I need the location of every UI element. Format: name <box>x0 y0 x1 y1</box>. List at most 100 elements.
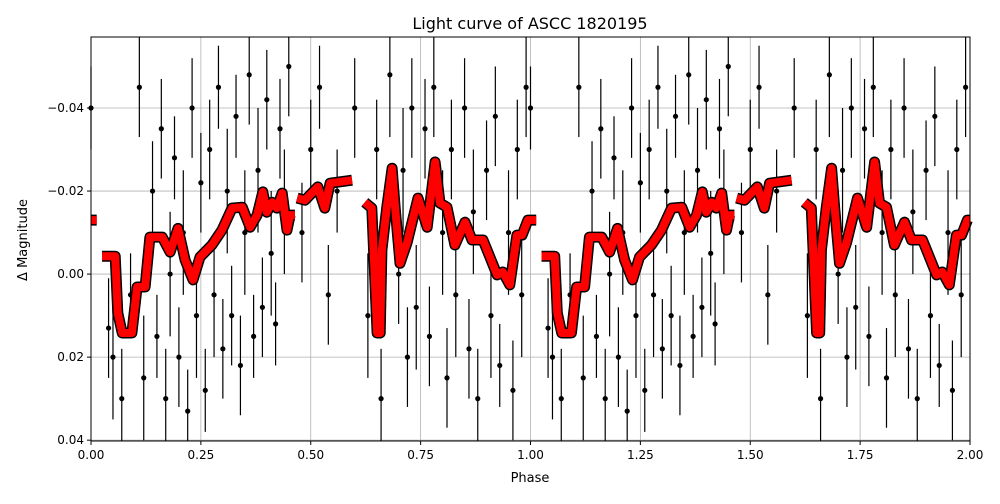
data-point <box>963 84 969 90</box>
data-point <box>659 346 665 352</box>
data-point <box>163 396 169 402</box>
data-point <box>519 292 525 298</box>
data-point <box>602 396 608 402</box>
data-point <box>475 396 481 402</box>
data-point <box>268 250 274 256</box>
data-point <box>523 84 529 90</box>
data-point <box>497 362 503 369</box>
y-axis-label: Δ Magnitude <box>16 199 31 281</box>
data-point <box>374 146 380 153</box>
data-point <box>224 188 230 194</box>
data-point <box>949 387 956 393</box>
data-point <box>817 396 824 402</box>
data-point <box>712 321 718 327</box>
data-point <box>396 271 402 277</box>
data-point <box>633 313 639 319</box>
data-point <box>277 126 283 132</box>
data-point <box>664 188 670 194</box>
binned-curve-line <box>801 158 972 337</box>
data-point <box>699 304 705 310</box>
data-point <box>246 72 252 78</box>
data-point <box>607 271 613 277</box>
data-point <box>624 408 630 414</box>
data-point <box>765 292 771 298</box>
data-point <box>650 292 657 298</box>
data-point <box>220 346 226 352</box>
data-point <box>352 105 358 111</box>
data-point <box>672 113 679 119</box>
data-point <box>431 84 437 90</box>
data-point <box>655 84 661 90</box>
data-point <box>514 146 520 153</box>
data-point <box>141 375 147 381</box>
data-point <box>193 313 200 319</box>
grid <box>90 37 971 441</box>
data-point <box>308 146 314 153</box>
data-point <box>611 155 617 161</box>
data-point <box>690 333 696 339</box>
y-tick-label: 0.04 <box>57 433 84 447</box>
data-point <box>738 229 745 236</box>
binned-curve-line <box>541 187 735 337</box>
data-point <box>844 354 850 360</box>
x-tick-label: 1.50 <box>737 448 764 462</box>
data-point <box>105 325 112 331</box>
data-point <box>681 229 687 236</box>
x-tick-label: 2.00 <box>957 448 984 462</box>
data-point <box>804 313 810 319</box>
data-point <box>488 313 494 319</box>
data-point <box>901 105 907 111</box>
data-point <box>510 387 516 393</box>
x-axis-label: Phase <box>511 471 550 486</box>
binned-curve <box>91 156 973 339</box>
data-point <box>642 387 648 393</box>
data-point <box>299 229 305 236</box>
data-point <box>813 146 819 153</box>
data-point <box>791 105 797 111</box>
data-point <box>229 313 235 319</box>
data-point <box>461 105 468 111</box>
data-point <box>251 333 257 339</box>
data-point <box>404 354 411 360</box>
data-point <box>334 188 340 194</box>
x-tick-label: 0.25 <box>188 448 215 462</box>
data-point <box>870 84 876 90</box>
data-point <box>198 180 204 186</box>
data-point <box>378 396 384 402</box>
data-point <box>593 333 600 339</box>
data-point <box>202 387 208 393</box>
data-point <box>409 105 415 111</box>
data-point <box>466 346 472 352</box>
y-ticks: −0.04 −0.02 0.00 0.02 0.04 <box>47 101 91 447</box>
data-point <box>861 126 868 132</box>
data-point <box>826 72 832 78</box>
data-point <box>774 188 780 194</box>
data-point <box>259 304 266 310</box>
data-point <box>365 313 371 319</box>
y-tick-label: 0.02 <box>57 350 84 364</box>
data-point <box>747 146 753 153</box>
data-point <box>387 72 393 78</box>
data-point <box>233 113 239 119</box>
data-point <box>936 362 942 369</box>
data-point <box>483 167 490 173</box>
data-point <box>708 250 714 256</box>
data-point <box>549 354 556 360</box>
data-point <box>545 325 551 331</box>
data-point <box>558 396 564 402</box>
data-point <box>580 375 586 381</box>
data-point <box>136 84 142 90</box>
data-point <box>237 362 244 369</box>
x-tick-label: 0.75 <box>407 448 434 462</box>
x-tick-label: 0.00 <box>78 448 105 462</box>
data-point <box>914 396 920 402</box>
data-point <box>716 126 723 132</box>
data-point <box>189 105 195 111</box>
data-point <box>694 167 701 173</box>
data-point <box>422 126 428 132</box>
data-point <box>444 375 450 381</box>
data-point <box>677 362 683 369</box>
data-point <box>426 333 433 339</box>
data-point <box>853 304 859 310</box>
